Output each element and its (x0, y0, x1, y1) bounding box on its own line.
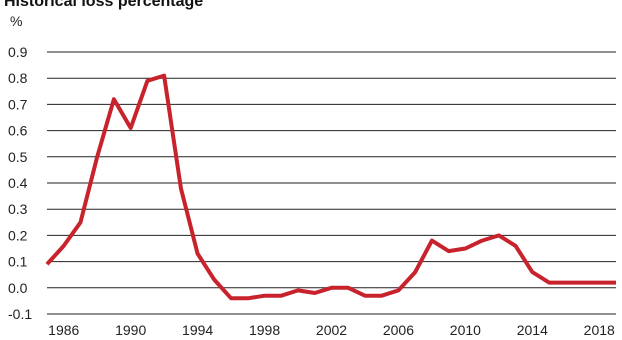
y-tick-label: 0.4 (8, 175, 28, 191)
y-tick-label: 0.5 (8, 149, 28, 165)
x-axis-ticks: 1986 1990 1994 1998 2002 2006 2010 2014 2018 (48, 322, 615, 338)
y-tick-label: 0.8 (8, 70, 28, 86)
y-axis-ticks: 0.9 0.8 0.7 0.6 0.5 0.4 0.3 0.2 0.1 0.0 -0.1 (8, 44, 32, 322)
y-tick-label: 0.7 (8, 96, 28, 112)
series-group (45, 73, 617, 301)
x-tick-label: 2018 (584, 322, 615, 338)
x-tick-label: 2010 (450, 322, 481, 338)
x-tick-label: 1994 (182, 322, 213, 338)
x-tick-label: 1990 (115, 322, 146, 338)
y-tick-label: 0.3 (8, 201, 28, 217)
series-line-0 (45, 73, 616, 301)
y-tick-label: -0.1 (8, 306, 32, 322)
chart-title: Historical loss percentage (4, 0, 204, 10)
x-tick-label: 2014 (517, 322, 548, 338)
x-tick-label: 2006 (383, 322, 414, 338)
y-tick-label: 0.9 (8, 44, 28, 60)
y-tick-label: 0.0 (8, 280, 28, 296)
x-tick-label: 2002 (316, 322, 347, 338)
x-tick-label: 1986 (48, 322, 79, 338)
y-tick-label: 0.2 (8, 227, 28, 243)
y-axis-unit-label: % (10, 13, 22, 29)
y-tick-label: 0.1 (8, 254, 28, 270)
x-tick-label: 1998 (249, 322, 280, 338)
y-tick-label: 0.6 (8, 123, 28, 139)
gridlines (47, 51, 616, 315)
